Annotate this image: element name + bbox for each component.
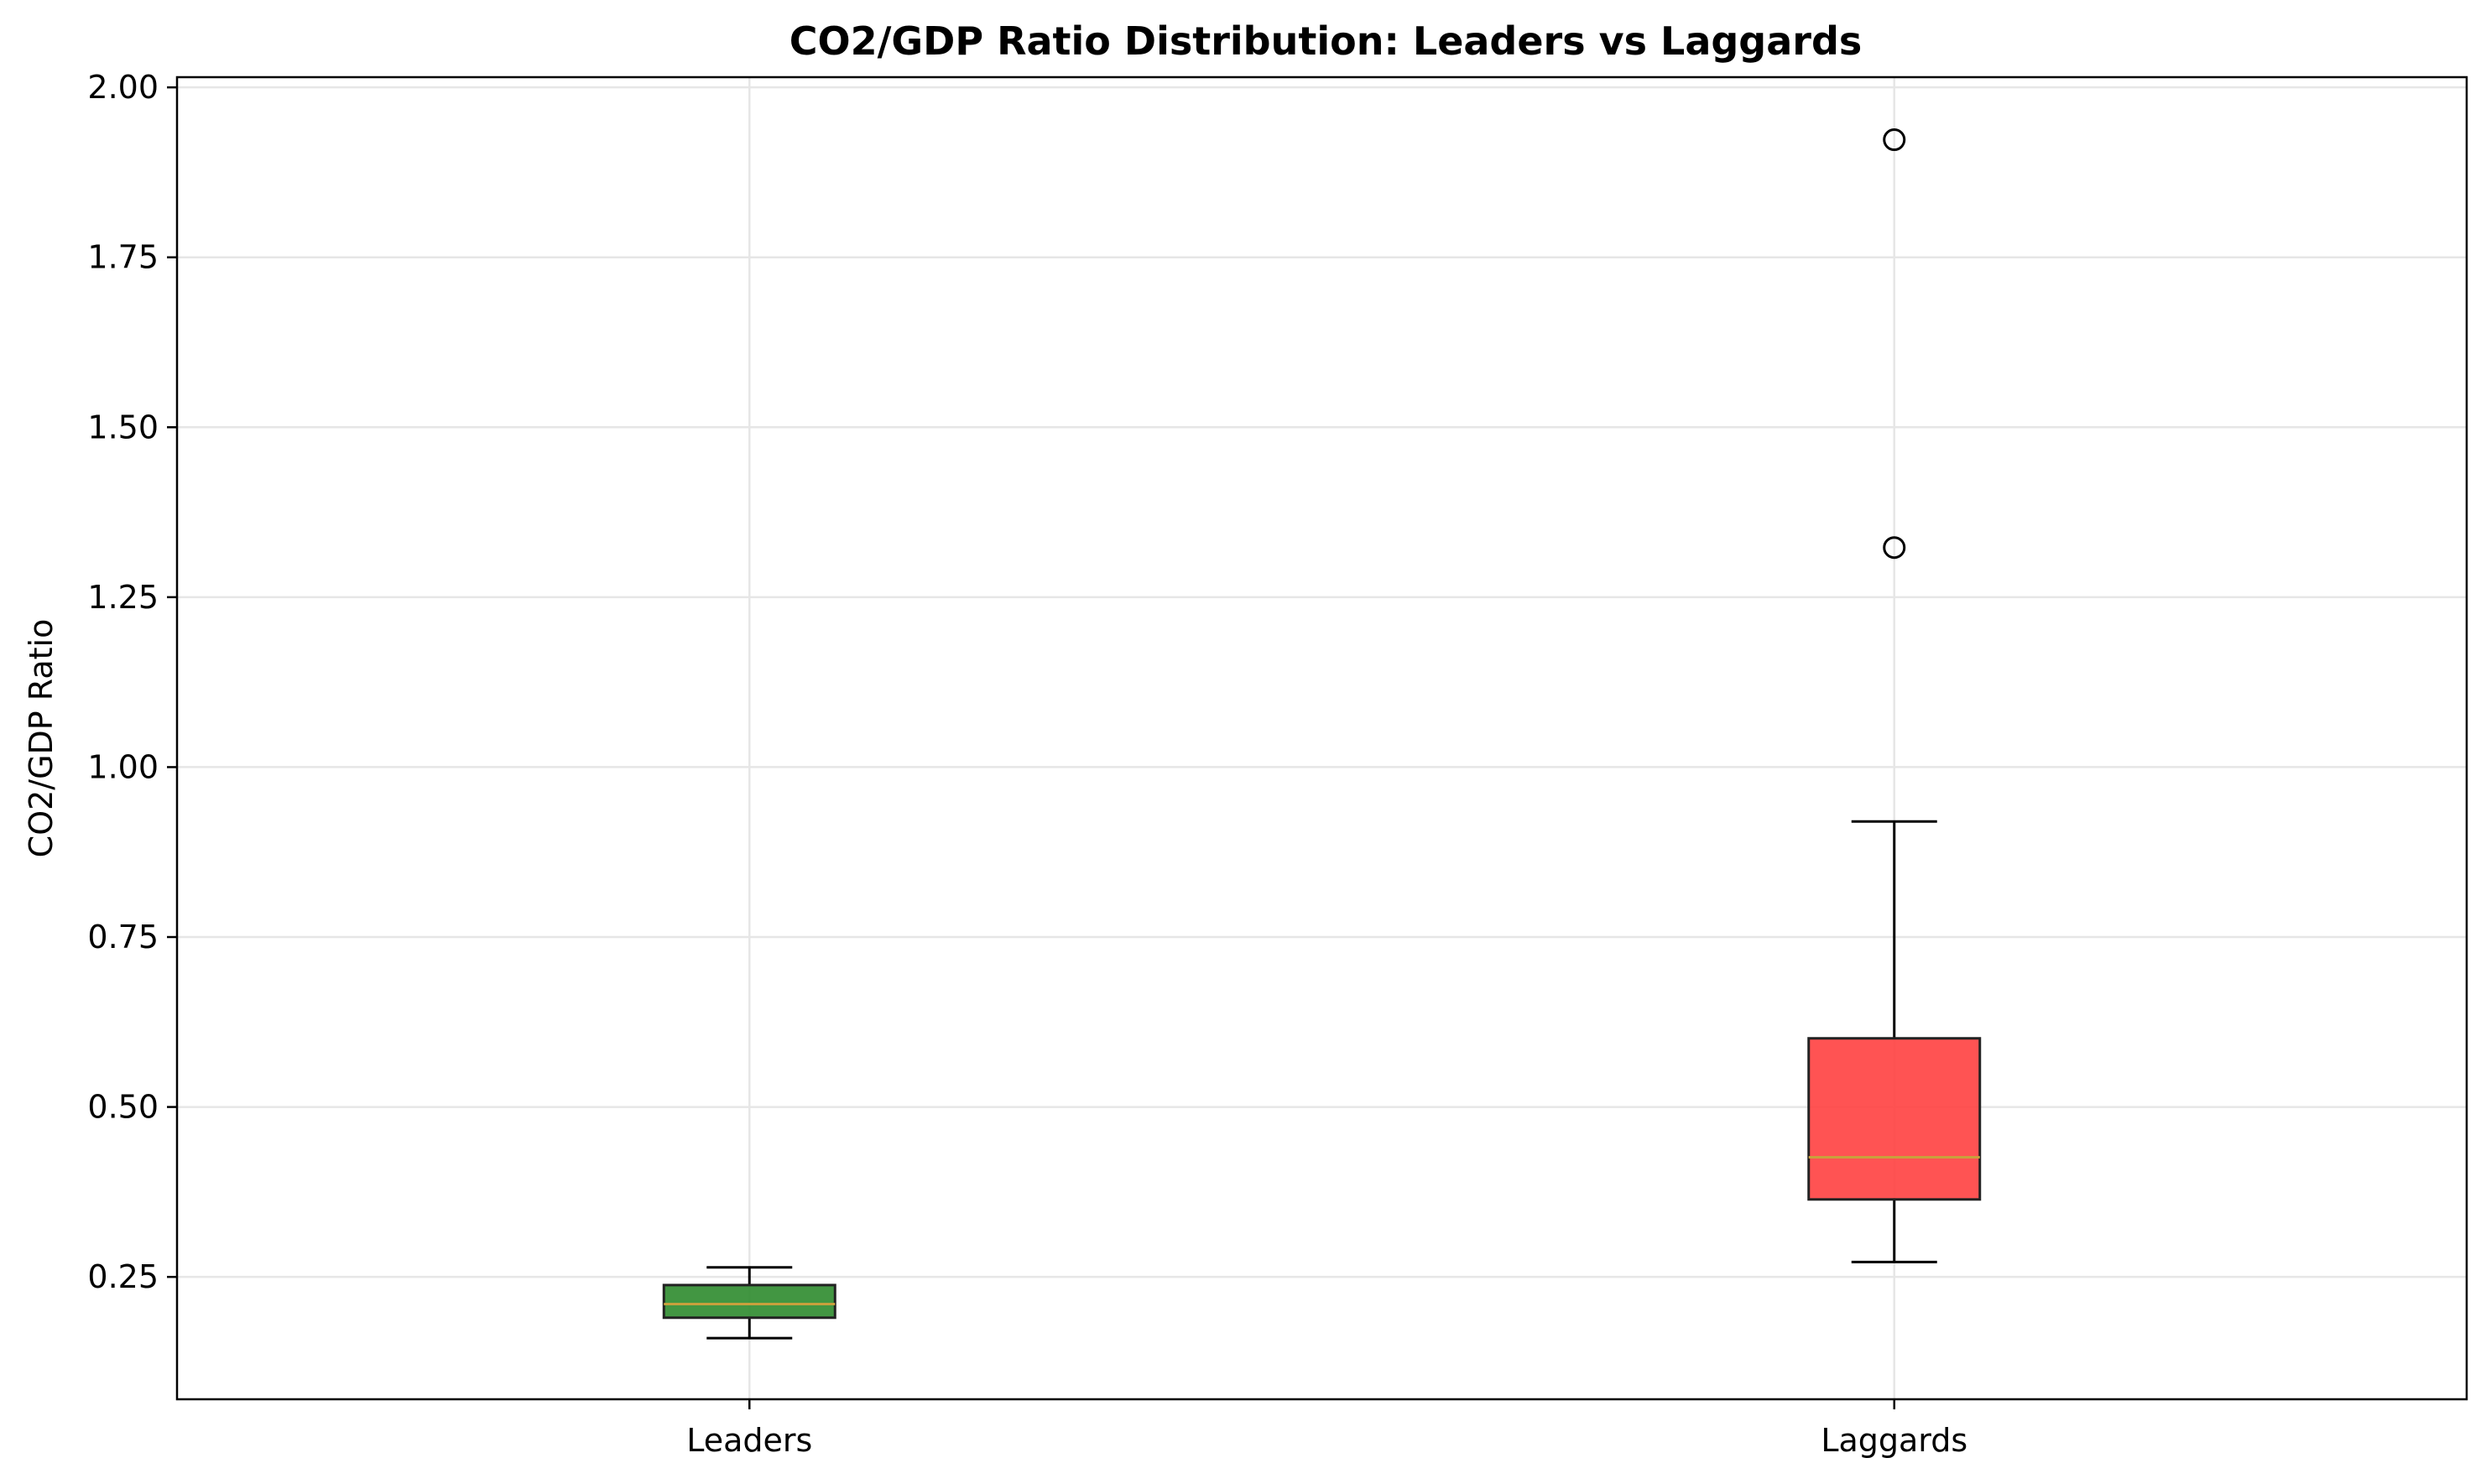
x-tick-label-1: Laggards [1821, 1422, 1967, 1459]
y-tick-label-3: 1.00 [87, 748, 159, 785]
y-tick-label-1: 0.50 [87, 1089, 159, 1126]
y-tick-label-5: 1.50 [87, 409, 159, 445]
chart-title: CO2/GDP Ratio Distribution: Leaders vs L… [790, 18, 1863, 64]
y-axis-label: CO2/GDP Ratio [23, 619, 60, 858]
box-laggards [1807, 128, 1982, 1263]
y-tick-label-6: 1.75 [87, 239, 159, 276]
y-tick-label-2: 0.75 [87, 919, 159, 955]
y-tick-label-0: 0.25 [87, 1258, 159, 1295]
ticks: 0.25 0.50 0.75 1.00 1.25 1.50 1.75 2.00 Leaders L… [87, 69, 1967, 1459]
box-body [1807, 1037, 1982, 1201]
boxes [662, 128, 1982, 1340]
box-leaders [662, 1266, 836, 1340]
x-tick-label-0: Leaders [686, 1422, 812, 1459]
y-tick-label-4: 1.25 [87, 579, 159, 616]
y-tick-label-7: 2.00 [87, 69, 159, 106]
box-body [662, 1284, 836, 1320]
plot-frame [175, 76, 2468, 1401]
outlier-1 [1883, 128, 1906, 152]
outlier-0 [1883, 536, 1906, 560]
